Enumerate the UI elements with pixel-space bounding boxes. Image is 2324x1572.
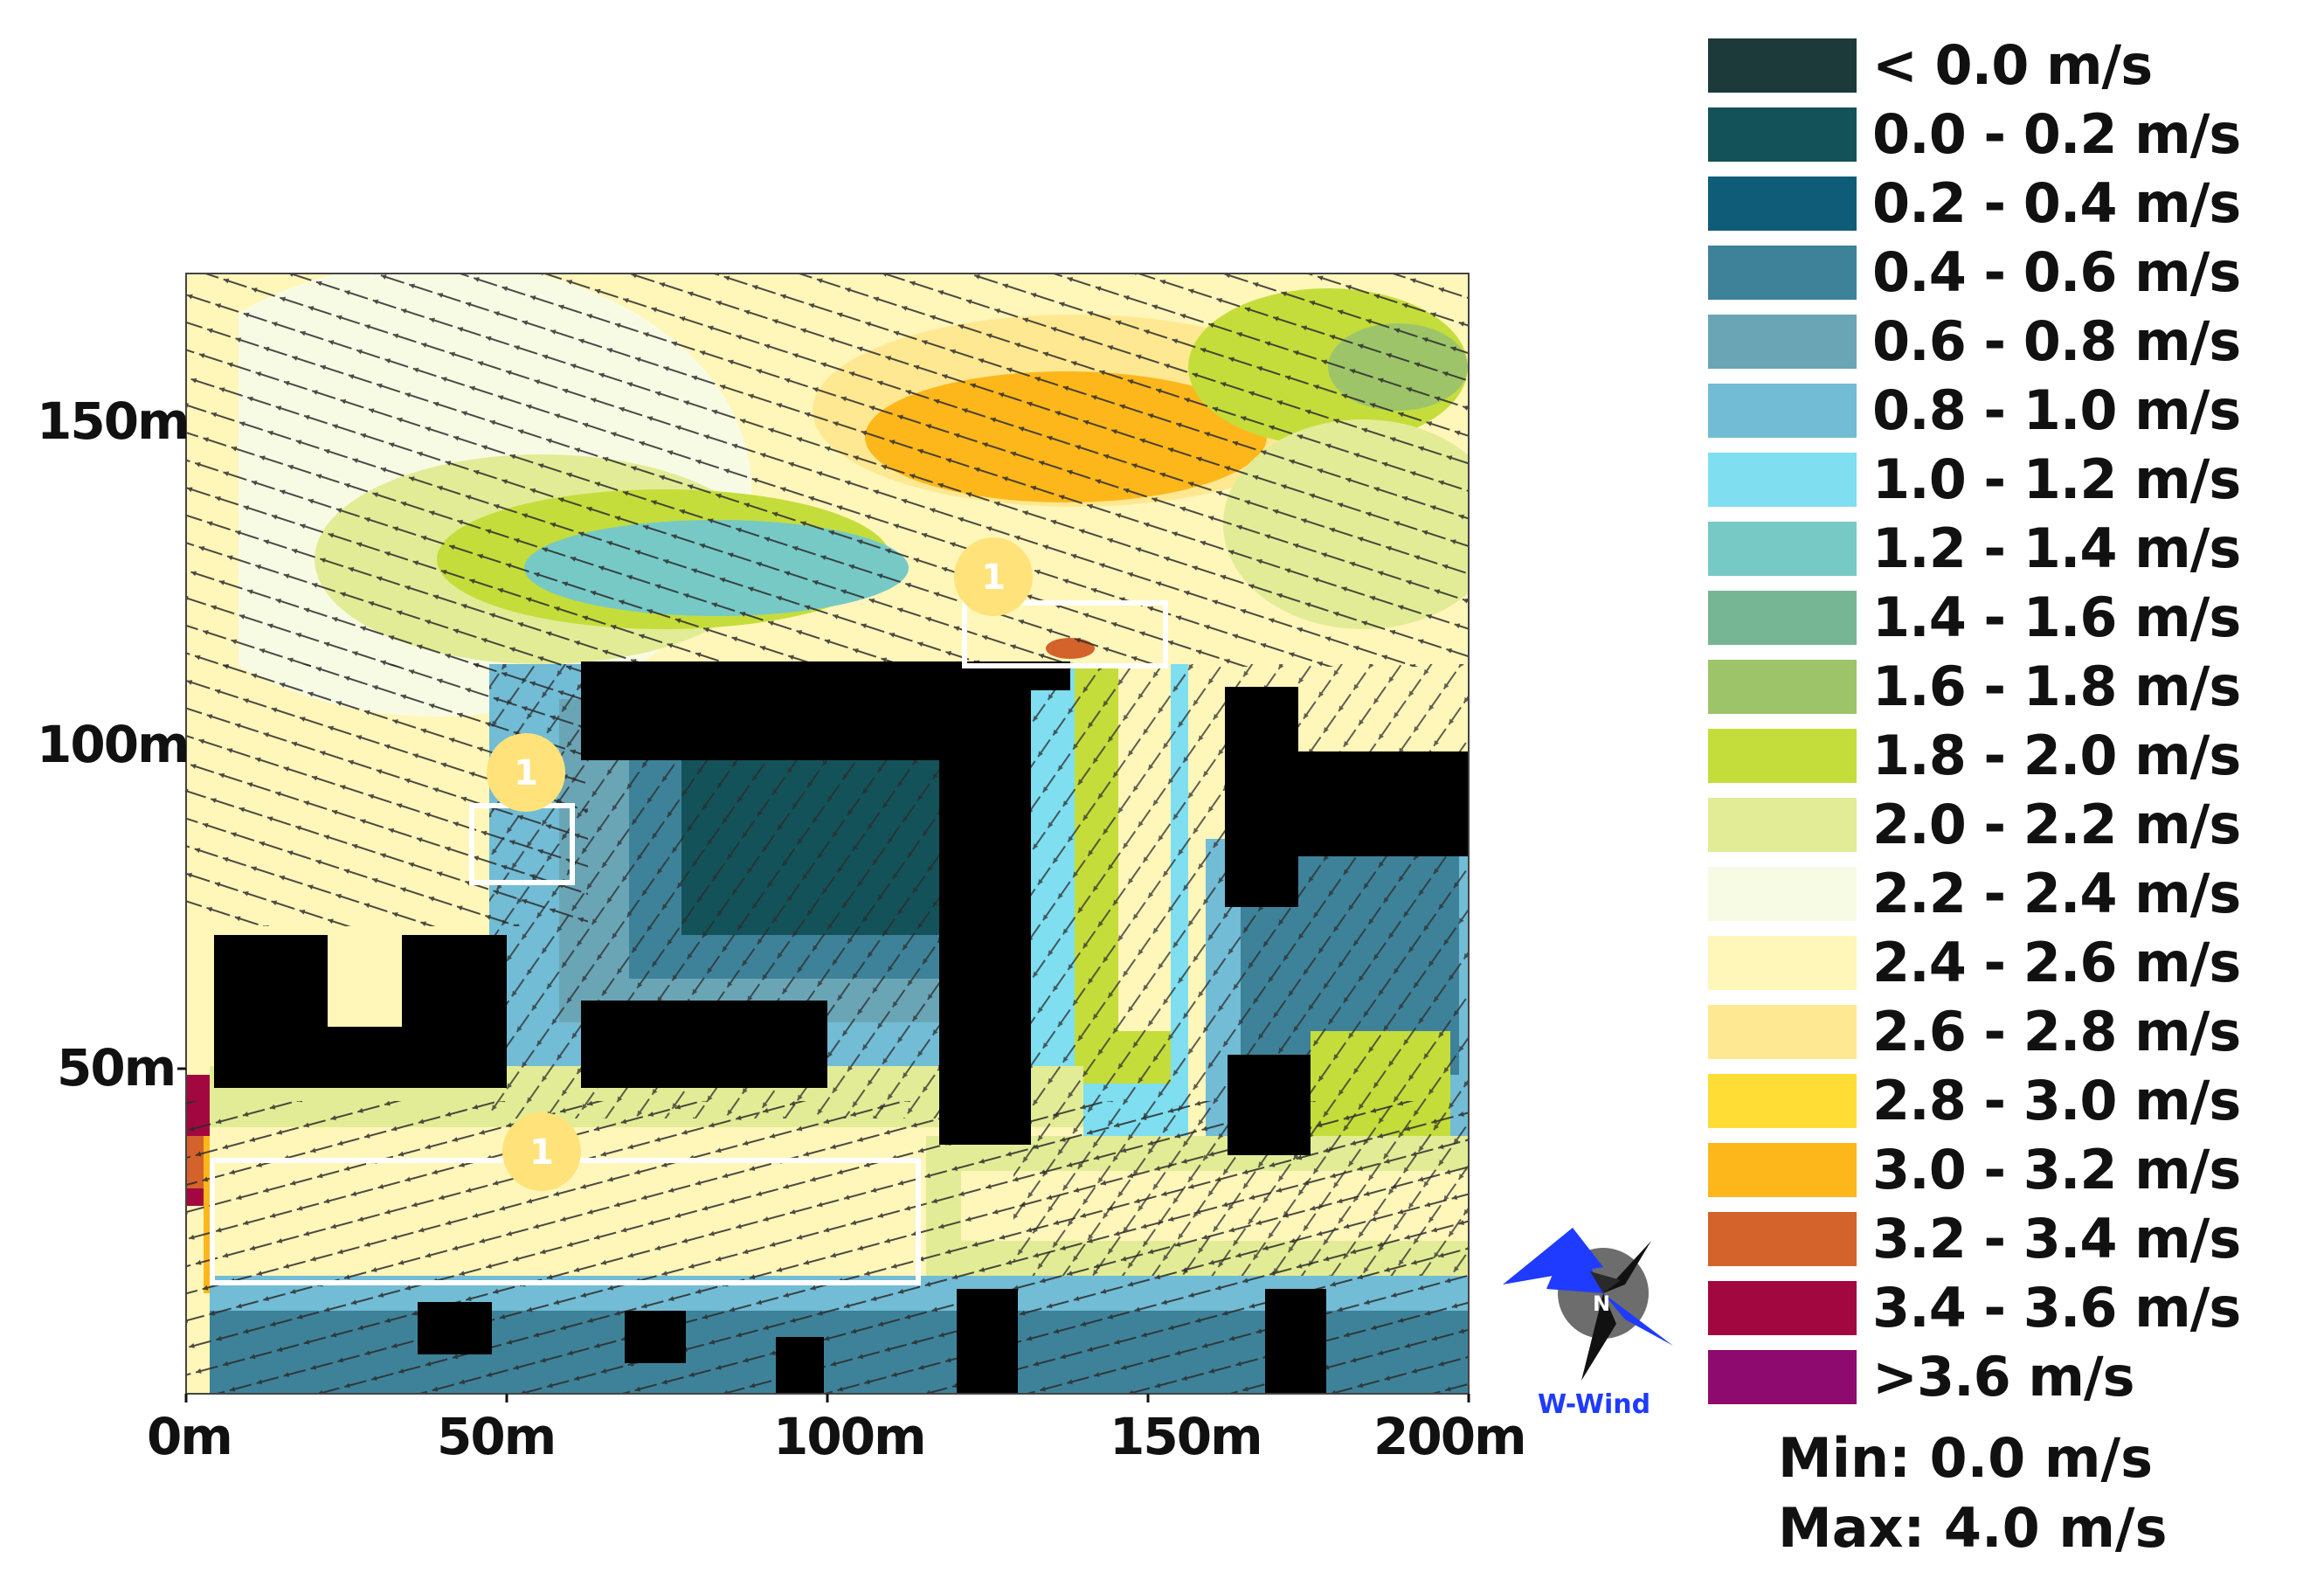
legend-label: 1.8 - 2.0 m/s bbox=[1872, 724, 2241, 787]
compass-north-label: N bbox=[1593, 1292, 1610, 1316]
legend-swatch bbox=[1708, 867, 1857, 921]
building-bottom-1 bbox=[418, 1302, 492, 1354]
marker-circle-1 bbox=[954, 537, 1033, 616]
y-tick-50: 50m bbox=[57, 1038, 176, 1098]
legend-item: 0.0 - 0.2 m/s bbox=[1708, 102, 2320, 166]
building-t-shape bbox=[581, 661, 1070, 1145]
legend-label: 2.2 - 2.4 m/s bbox=[1872, 862, 2241, 925]
building-bottom-2 bbox=[625, 1311, 686, 1363]
marker-circle-3 bbox=[502, 1112, 581, 1191]
y-tick-100: 100m bbox=[37, 715, 190, 774]
legend-item: 1.6 - 1.8 m/s bbox=[1708, 654, 2320, 718]
legend-swatch bbox=[1708, 660, 1857, 714]
building-bottom-5 bbox=[1265, 1289, 1326, 1394]
x-tick-100: 100m bbox=[773, 1407, 927, 1466]
legend-label: 2.8 - 3.0 m/s bbox=[1872, 1069, 2241, 1132]
legend-item: 2.8 - 3.0 m/s bbox=[1708, 1069, 2320, 1132]
x-tick-50: 50m bbox=[437, 1407, 557, 1466]
legend-swatch bbox=[1708, 591, 1857, 645]
legend-item: 3.4 - 3.6 m/s bbox=[1708, 1276, 2320, 1340]
legend-item: 0.2 - 0.4 m/s bbox=[1708, 171, 2320, 235]
legend-label: 2.0 - 2.2 m/s bbox=[1872, 793, 2241, 856]
legend-label: 1.2 - 1.4 m/s bbox=[1872, 516, 2241, 580]
legend-swatch bbox=[1708, 522, 1857, 576]
legend-swatch bbox=[1708, 936, 1857, 990]
buildings bbox=[214, 661, 1469, 1394]
wind-direction-label: W-Wind bbox=[1538, 1389, 1651, 1420]
legend-label: 1.6 - 1.8 m/s bbox=[1872, 654, 2241, 718]
marker-label-1: 1 bbox=[981, 557, 1006, 598]
markers: 1 1 1 bbox=[487, 537, 1033, 1191]
compass-blue-arrow-2 bbox=[1603, 1293, 1673, 1346]
legend-item: 2.6 - 2.8 m/s bbox=[1708, 1000, 2320, 1063]
building-bottom-3 bbox=[776, 1337, 824, 1394]
legend-item: 2.4 - 2.6 m/s bbox=[1708, 931, 2320, 994]
building-right-wide bbox=[1298, 751, 1469, 856]
legend-swatch bbox=[1708, 246, 1857, 300]
legend-item: < 0.0 m/s bbox=[1708, 33, 2320, 97]
legend-label: 3.0 - 3.2 m/s bbox=[1872, 1138, 2241, 1202]
legend-item: 3.0 - 3.2 m/s bbox=[1708, 1138, 2320, 1202]
legend-item: 3.2 - 3.4 m/s bbox=[1708, 1207, 2320, 1271]
legend-item: 2.2 - 2.4 m/s bbox=[1708, 862, 2320, 925]
legend-swatch bbox=[1708, 1143, 1857, 1197]
legend-label: 0.0 - 0.2 m/s bbox=[1872, 102, 2241, 166]
legend-swatch bbox=[1708, 107, 1857, 162]
legend-swatch bbox=[1708, 1350, 1857, 1404]
marker-label-2: 1 bbox=[514, 753, 538, 793]
marker-label-3: 1 bbox=[529, 1132, 554, 1173]
legend-label: 0.2 - 0.4 m/s bbox=[1872, 171, 2241, 235]
max-value: Max: 4.0 m/s bbox=[1778, 1496, 2168, 1560]
legend-swatch bbox=[1708, 315, 1857, 369]
legend-item: 1.8 - 2.0 m/s bbox=[1708, 724, 2320, 787]
building-right-small bbox=[1228, 1055, 1311, 1155]
legend-swatch bbox=[1708, 177, 1857, 231]
legend-item: 2.0 - 2.2 m/s bbox=[1708, 793, 2320, 856]
min-value: Min: 0.0 m/s bbox=[1778, 1426, 2154, 1490]
legend-item: 1.4 - 1.6 m/s bbox=[1708, 585, 2320, 649]
legend-swatch bbox=[1708, 1005, 1857, 1059]
compass-rose: N bbox=[1503, 1228, 1673, 1381]
legend-item: 0.8 - 1.0 m/s bbox=[1708, 378, 2320, 442]
x-tick-0: 0m bbox=[147, 1407, 233, 1466]
tick-marks bbox=[177, 420, 1470, 1402]
legend-label: >3.6 m/s bbox=[1872, 1345, 2135, 1409]
marker-circle-2 bbox=[487, 733, 565, 812]
legend-item: 1.0 - 1.2 m/s bbox=[1708, 447, 2320, 511]
x-tick-200: 200m bbox=[1373, 1407, 1527, 1466]
legend-swatch bbox=[1708, 729, 1857, 783]
legend-label: 1.0 - 1.2 m/s bbox=[1872, 447, 2241, 511]
building-mid-low bbox=[581, 1001, 827, 1088]
legend-item: 0.6 - 0.8 m/s bbox=[1708, 309, 2320, 373]
legend-swatch bbox=[1708, 798, 1857, 852]
legend-label: 2.4 - 2.6 m/s bbox=[1872, 931, 2241, 994]
legend-label: 0.4 - 0.6 m/s bbox=[1872, 240, 2241, 304]
x-tick-150: 150m bbox=[1110, 1407, 1263, 1466]
y-tick-150: 150m bbox=[37, 391, 190, 451]
legend-label: 0.8 - 1.0 m/s bbox=[1872, 378, 2241, 442]
legend-label: 2.6 - 2.8 m/s bbox=[1872, 1000, 2241, 1063]
velocity-field bbox=[186, 274, 1469, 1394]
legend-label: 0.6 - 0.8 m/s bbox=[1872, 309, 2241, 373]
legend-label: < 0.0 m/s bbox=[1872, 33, 2153, 97]
legend-label: 1.4 - 1.6 m/s bbox=[1872, 585, 2241, 649]
legend-label: 3.4 - 3.6 m/s bbox=[1872, 1276, 2241, 1340]
legend-swatch bbox=[1708, 384, 1857, 438]
legend-item: 0.4 - 0.6 m/s bbox=[1708, 240, 2320, 304]
legend-item: 1.2 - 1.4 m/s bbox=[1708, 516, 2320, 580]
legend-swatch bbox=[1708, 1212, 1857, 1266]
legend-swatch bbox=[1708, 1281, 1857, 1335]
legend-label: 3.2 - 3.4 m/s bbox=[1872, 1207, 2241, 1271]
legend-item: >3.6 m/s bbox=[1708, 1345, 2320, 1409]
legend-swatch bbox=[1708, 453, 1857, 507]
legend-swatch bbox=[1708, 1074, 1857, 1128]
highlight-box-top bbox=[962, 600, 1168, 668]
building-right-tall bbox=[1225, 687, 1298, 907]
building-left-u bbox=[214, 935, 507, 1088]
legend-swatch bbox=[1708, 38, 1857, 93]
building-bottom-4 bbox=[957, 1289, 1018, 1394]
